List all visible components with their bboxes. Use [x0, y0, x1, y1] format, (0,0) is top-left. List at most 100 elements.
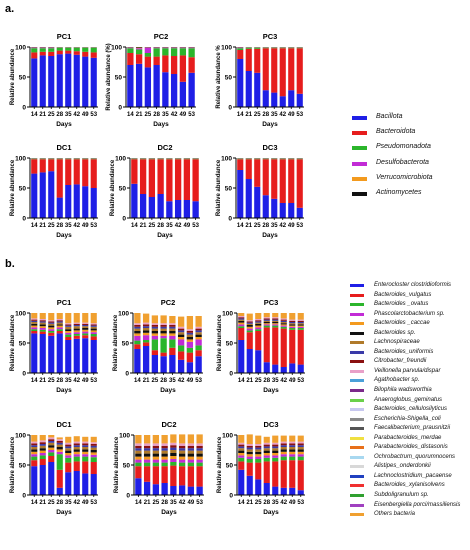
- bar-segment: [263, 436, 270, 443]
- bar-segment: [134, 328, 141, 331]
- bar-segment: [238, 448, 245, 451]
- bar-segment: [196, 453, 203, 457]
- bar-segment: [169, 339, 176, 348]
- bar-segment: [297, 456, 304, 461]
- bar-segment: [157, 159, 164, 194]
- bar-segment: [262, 47, 269, 49]
- bar-segment: [82, 322, 89, 324]
- bar-segment: [280, 367, 287, 373]
- bar-segment: [238, 469, 245, 495]
- bar-segment: [246, 445, 253, 448]
- bar-segment: [195, 330, 202, 333]
- bar-segment: [73, 158, 80, 160]
- bar-segment: [82, 325, 89, 327]
- bar-segment: [272, 322, 279, 324]
- x-tick-label: 14: [131, 223, 138, 229]
- bar-segment: [143, 445, 151, 449]
- bar-segment: [271, 48, 278, 93]
- bar-segment: [196, 456, 203, 460]
- y-tick-label: 50: [19, 463, 27, 470]
- bar-segment: [39, 55, 46, 107]
- bar-segment: [127, 65, 134, 107]
- bar-segment: [297, 447, 304, 450]
- bar-segment: [90, 332, 97, 334]
- x-tick-label: 49: [187, 378, 194, 384]
- bar-segment: [90, 326, 97, 329]
- x-tick-label: 49: [289, 500, 296, 506]
- bar-segment: [90, 447, 97, 450]
- bar-segment: [31, 58, 38, 107]
- bar-segment: [297, 451, 304, 455]
- x-tick-label: 28: [56, 223, 63, 229]
- x-tick-label: 42: [280, 500, 287, 506]
- bar-segment: [255, 447, 262, 450]
- bar-segment: [82, 331, 89, 334]
- bar-segment: [279, 47, 286, 49]
- bar-segment: [142, 330, 150, 333]
- bar-segment: [151, 326, 159, 329]
- bar-segment: [179, 81, 187, 107]
- bar-segment: [186, 332, 194, 335]
- bar-segment: [90, 450, 97, 453]
- bar-segment: [289, 460, 296, 488]
- bar-segment: [151, 333, 159, 336]
- bar-segment: [73, 449, 80, 452]
- y-axis-label: Relative abundance %: [216, 45, 222, 109]
- x-tick-label: 28: [160, 378, 167, 384]
- y-axis-label: Relative abundance: [10, 436, 16, 493]
- bar-segment: [272, 313, 279, 318]
- bar-segment: [289, 447, 296, 450]
- bar-segment: [297, 441, 304, 444]
- bar-segment: [280, 435, 287, 442]
- bar-segment: [177, 334, 185, 337]
- bar-segment: [255, 462, 262, 480]
- bar-segment: [39, 448, 46, 451]
- bar-segment: [82, 449, 89, 452]
- bar-segment: [56, 197, 63, 218]
- bar-segment: [245, 47, 252, 49]
- bar-segment: [238, 446, 245, 449]
- x-tick-label: 35: [166, 223, 173, 229]
- legend-swatch: [350, 379, 364, 383]
- bar-segment: [48, 323, 55, 326]
- bar-segment: [296, 158, 303, 160]
- bar-segment: [255, 322, 262, 324]
- legend-swatch: [350, 360, 364, 364]
- bar-segment: [48, 452, 55, 456]
- bar-segment: [196, 443, 203, 446]
- bar-segment: [148, 158, 156, 160]
- bar-segment: [289, 435, 296, 442]
- x-axis-label: Days: [262, 232, 278, 239]
- bar-segment: [31, 318, 38, 320]
- bar-segment: [48, 442, 55, 446]
- bar-segment: [39, 158, 46, 160]
- bar-segment: [65, 340, 72, 373]
- bar-segment: [272, 444, 279, 447]
- legend-label: Bacteroides_xylanisolvens: [374, 482, 445, 489]
- bar-segment: [90, 159, 97, 188]
- bar-segment: [127, 47, 134, 49]
- legend-swatch: [350, 513, 364, 517]
- bar-segment: [157, 158, 164, 160]
- bar-segment: [263, 322, 270, 324]
- bar-segment: [82, 326, 89, 328]
- bar-segment: [280, 456, 287, 461]
- bar-segment: [65, 444, 72, 447]
- bar-segment: [255, 350, 262, 373]
- bar-segment: [263, 450, 270, 453]
- bar-segment: [254, 48, 261, 73]
- bar-segment: [161, 443, 168, 446]
- bar-segment: [186, 329, 194, 331]
- bar-segment: [161, 435, 168, 444]
- bar-segment: [238, 457, 245, 462]
- bar-segment: [280, 325, 287, 327]
- x-tick-label: 42: [179, 500, 186, 506]
- bar-segment: [48, 320, 55, 322]
- bar-segment: [135, 459, 142, 463]
- bar-segment: [177, 351, 185, 360]
- bar-segment: [289, 319, 296, 321]
- bar-segment: [237, 159, 244, 170]
- bar-segment: [297, 445, 304, 447]
- bar-segment: [238, 318, 245, 320]
